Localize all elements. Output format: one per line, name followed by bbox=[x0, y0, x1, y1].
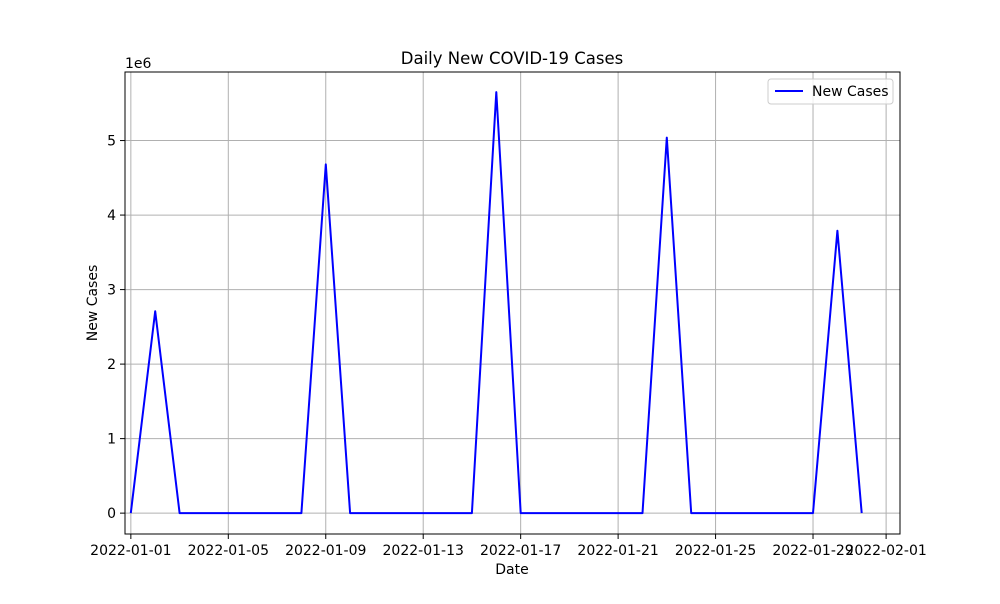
x-tick-label: 2022-01-29 bbox=[772, 543, 853, 559]
y-axis-label: New Cases bbox=[85, 265, 101, 342]
y-tick-label: 0 bbox=[107, 506, 116, 522]
y-offset-label: 1e6 bbox=[125, 56, 152, 72]
x-axis-label: Date bbox=[495, 562, 528, 578]
y-axis-ticks: 0 1 2 3 4 5 bbox=[107, 134, 125, 522]
y-tick-label: 3 bbox=[107, 283, 116, 299]
legend-label: New Cases bbox=[812, 84, 889, 100]
legend: New Cases bbox=[767, 78, 894, 105]
legend-box bbox=[767, 78, 894, 105]
x-tick-label: 2022-01-09 bbox=[285, 543, 366, 559]
series-line-new-cases bbox=[129, 91, 863, 515]
x-tick-label: 2022-01-21 bbox=[577, 543, 658, 559]
x-axis-ticks: 2022-01-01 2022-01-05 2022-01-09 2022-01-13… bbox=[90, 534, 927, 559]
x-tick-label: 2022-01-25 bbox=[675, 543, 756, 559]
plot-frame bbox=[124, 71, 901, 535]
x-tick-label: 2022-01-17 bbox=[480, 543, 561, 559]
x-tick-label: 2022-01-01 bbox=[90, 543, 171, 559]
x-tick-label: 2022-01-13 bbox=[383, 543, 464, 559]
y-tick-label: 4 bbox=[107, 208, 116, 224]
y-tick-label: 1 bbox=[107, 432, 116, 448]
y-tick-label: 5 bbox=[107, 134, 116, 150]
x-tick-label: 2022-01-05 bbox=[188, 543, 269, 559]
series-layer bbox=[129, 91, 863, 515]
x-tick-label: 2022-02-01 bbox=[845, 543, 926, 559]
chart-title: Daily New COVID-19 Cases bbox=[401, 49, 623, 68]
y-tick-label: 2 bbox=[107, 357, 116, 373]
